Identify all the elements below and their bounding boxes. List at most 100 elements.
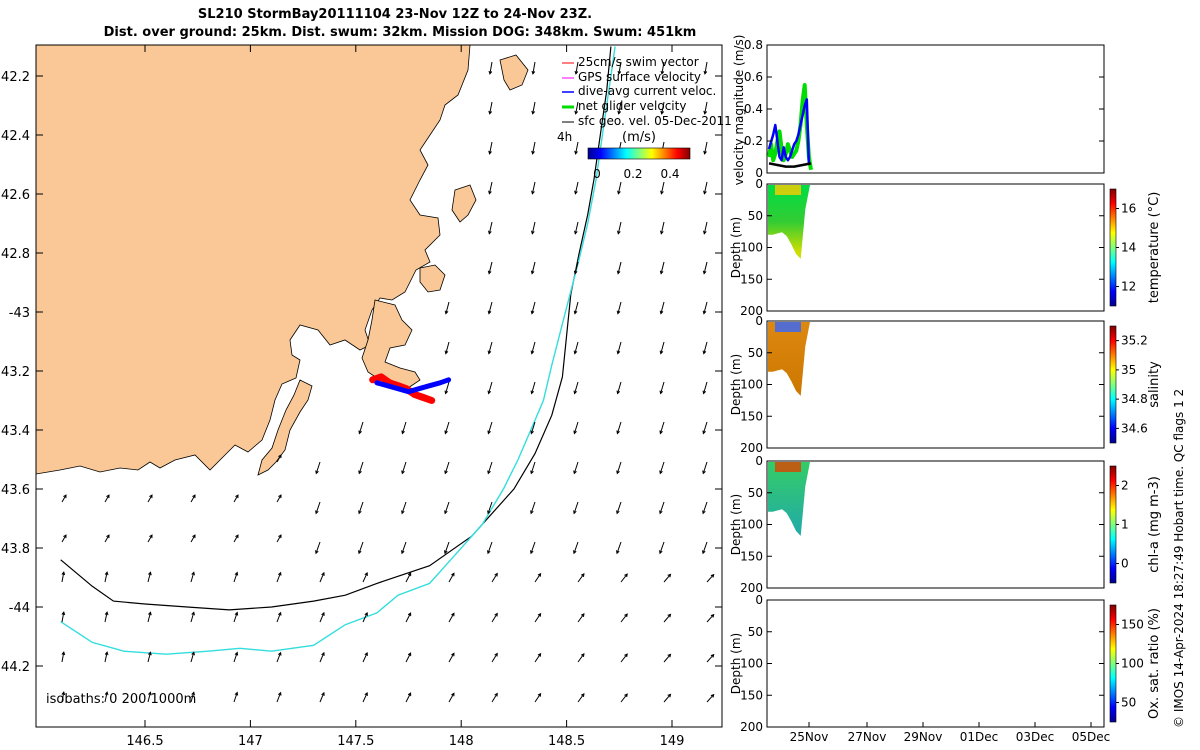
map-x-tick-label: 147 — [238, 734, 263, 749]
colorbar-tick-label: 12 — [1121, 280, 1136, 294]
map-y-ticks: 42.2 42.4 42.6 42.8 -43 43.2 43.4 43.6 43.8 -44 44… — [1, 70, 722, 675]
depth-tick-label: 0 — [755, 314, 763, 328]
profile-panel-temperature: 0 50 100 150 200 Depth (m) 12 14 16 temperature (… — [729, 177, 1162, 318]
depth-tick-label: 50 — [748, 346, 763, 360]
chart-title-line1: SL210 StormBay20111104 23-Nov 12Z to 24-… — [197, 7, 593, 22]
map-x-tick-label: 148.5 — [548, 734, 585, 749]
legend-colorbar-label: (m/s) — [622, 130, 656, 145]
isobath-1000m-line — [60, 46, 616, 655]
depth-tick-label: 50 — [748, 209, 763, 223]
depth-tick-label: 100 — [740, 657, 763, 671]
velocity-ylabel: velocity magnitude (m/s) — [732, 35, 746, 186]
colorbar-tick-label: 50 — [1121, 696, 1136, 710]
depth-tick-label: 50 — [748, 486, 763, 500]
land-forestier-top — [419, 264, 446, 293]
depth-tick-label: 100 — [740, 518, 763, 532]
isobath-label: isobaths: 0 200 1000m — [46, 692, 196, 707]
map-legend: 25cm/s swim vector GPS surface velocity … — [557, 55, 732, 181]
colorbar-tick-label: 100 — [1121, 657, 1144, 671]
map-y-tick-label: -44 — [9, 601, 30, 616]
time-tick-label: 01Dec — [960, 730, 999, 744]
legend-colorbar — [587, 147, 691, 160]
profile-data-chl-a — [768, 462, 810, 536]
legend-entry-net: net glider velocity — [578, 99, 686, 113]
depth-tick-label: 200 — [740, 581, 763, 595]
map-plot-area — [36, 45, 722, 727]
depth-tick-label: 0 — [755, 177, 763, 191]
legend-entry-swim: 25cm/s swim vector — [578, 55, 699, 69]
land-tasmania — [36, 45, 471, 475]
depth-tick-label: 150 — [740, 688, 763, 702]
velocity-series-line — [768, 162, 812, 168]
depth-tick-label: 50 — [748, 625, 763, 639]
depth-tick-label: 0 — [755, 593, 763, 607]
map-y-tick-label: 42.8 — [1, 247, 30, 262]
time-tick-label: 05Dec — [1072, 730, 1111, 744]
land-tasman-peninsula — [361, 299, 421, 389]
colorbar-label-salinity: salinity — [1147, 361, 1162, 408]
time-tick-label: 27Nov — [848, 730, 887, 744]
map-y-tick-label: 43.6 — [1, 483, 30, 498]
colorbar-chl-a — [1109, 465, 1117, 584]
profile-data-temperature — [768, 185, 810, 259]
legend-cbar-tick: 0 — [593, 167, 601, 181]
colorbar-temperature — [1109, 188, 1117, 307]
colorbar-tick-label: 1 — [1121, 518, 1129, 532]
map-x-tick-label: 146.5 — [126, 734, 163, 749]
legend-entry-geo: sfc geo. vel. 05-Dec-2011 — [578, 114, 732, 128]
velocity-series-line — [767, 83, 813, 171]
isobath-200m-line — [60, 46, 612, 611]
map-y-tick-label: 42.4 — [1, 129, 30, 144]
geo-velocity-vectors — [61, 61, 715, 703]
colorbar-tick-label: 2 — [1121, 479, 1129, 493]
colorbar-tick-label: 0 — [1121, 557, 1129, 571]
map-frame — [35, 44, 723, 728]
map-y-tick-label: 43.8 — [1, 542, 30, 557]
map-y-tick-label: 42.6 — [1, 188, 30, 203]
colorbar-label-oxygen: Ox. sat. ratio (%) — [1147, 608, 1162, 719]
depth-tick-label: 150 — [740, 549, 763, 563]
depth-axis-label: Depth (m) — [729, 633, 743, 694]
map-x-tick-label: 147.5 — [337, 734, 374, 749]
legend-cbar-tick: 0.4 — [660, 167, 679, 181]
glider-track-dive-avg — [374, 377, 452, 395]
profile-panel-salinity: 0 50 100 150 200 Depth (m) 34.6 34.8 35 35.2 salin… — [729, 314, 1162, 455]
velocity-y-tick-label: 0.4 — [744, 102, 763, 116]
depth-tick-label: 100 — [740, 241, 763, 255]
depth-tick-label: 200 — [740, 304, 763, 318]
map-y-tick-label: -43 — [9, 306, 30, 321]
colorbar-salinity — [1109, 325, 1117, 444]
profile-data-salinity — [768, 322, 810, 396]
land-schouten — [451, 184, 477, 223]
land-maria — [499, 54, 529, 91]
depth-tick-label: 150 — [740, 272, 763, 286]
depth-axis-label: Depth (m) — [729, 494, 743, 555]
velocity-panel: 0 0.2 0.4 0.6 0.8 velocity magnitude (m/s) — [732, 35, 1105, 186]
map-x-ticks: 146.5 147 147.5 148 148.5 149 — [126, 45, 684, 749]
colorbar-label-chl-a: chl-a (mg m-3) — [1147, 476, 1162, 573]
map-y-tick-label: 43.4 — [1, 424, 30, 439]
legend-scale-label: 4h — [557, 130, 572, 144]
map-y-tick-label: 43.2 — [1, 365, 30, 380]
colorbar-tick-label: 34.6 — [1121, 421, 1148, 435]
colorbar-tick-label: 34.8 — [1121, 392, 1148, 406]
map-x-tick-label: 148 — [449, 734, 474, 749]
velocity-y-tick-label: 0.8 — [744, 38, 763, 52]
colorbar-tick-label: 16 — [1121, 202, 1136, 216]
depth-axis-label: Depth (m) — [729, 354, 743, 415]
map-y-tick-label: 42.2 — [1, 70, 30, 85]
velocity-series-line — [767, 98, 811, 166]
depth-tick-label: 100 — [740, 378, 763, 392]
depth-tick-label: 0 — [755, 454, 763, 468]
colorbar-tick-label: 35 — [1121, 363, 1136, 377]
imos-stamp: © IMOS 14-Apr-2024 18:27:49 Hobart time.… — [1172, 388, 1186, 728]
time-tick-label: 25Nov — [790, 730, 829, 744]
chart-title-line2: Dist. over ground: 25km. Dist. swum: 32k… — [103, 25, 697, 40]
velocity-y-tick-label: 0 — [755, 166, 763, 180]
legend-entry-gps: GPS surface velocity — [578, 70, 701, 84]
colorbar-label-temperature: temperature (°C) — [1147, 192, 1162, 304]
profile-panel-chl-a: 0 50 100 150 200 Depth (m) 0 1 2 chl-a (mg m-3) — [729, 454, 1162, 595]
colorbar-tick-label: 35.2 — [1121, 334, 1148, 348]
